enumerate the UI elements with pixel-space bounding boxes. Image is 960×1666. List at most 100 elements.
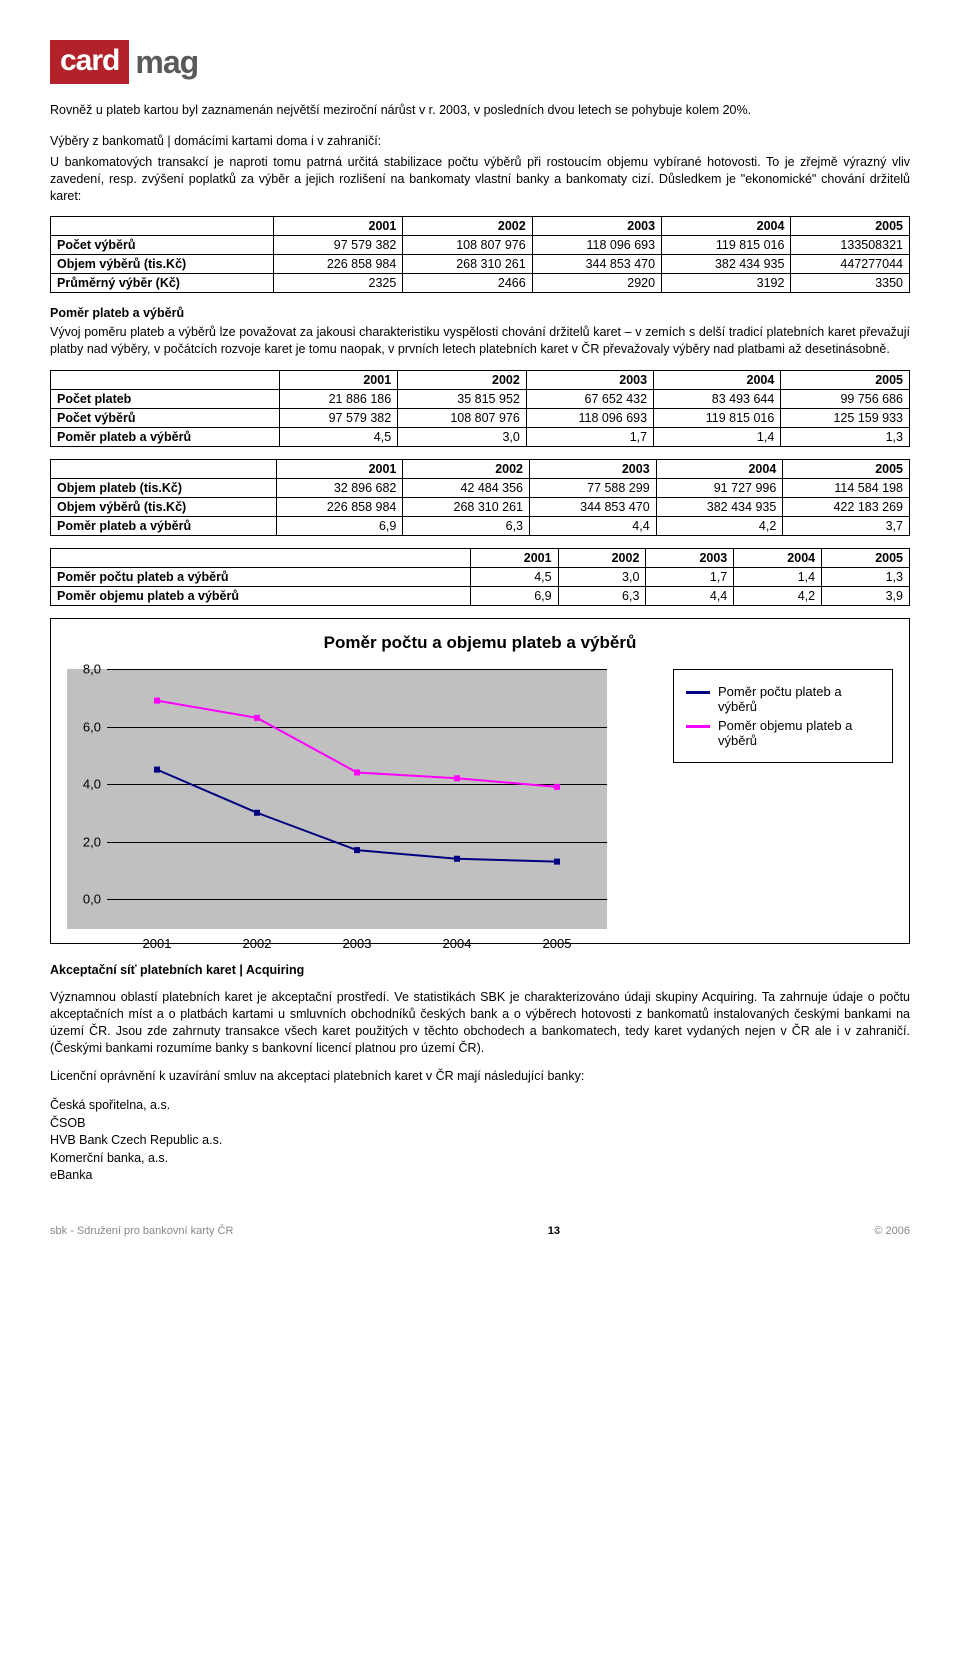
table-cell: 1,3 bbox=[822, 568, 910, 587]
legend-swatch bbox=[686, 691, 710, 694]
table-row-label: Objem výběrů (tis.Kč) bbox=[51, 498, 277, 517]
chart-y-tick: 8,0 bbox=[67, 662, 101, 677]
legend-label: Poměr počtu plateb a výběrů bbox=[718, 684, 880, 714]
bank-name: HVB Bank Czech Republic a.s. bbox=[50, 1133, 222, 1147]
table-withdrawals: 20012002200320042005Počet výběrů97 579 3… bbox=[50, 216, 910, 293]
footer-page-number: 13 bbox=[548, 1225, 560, 1237]
table-cell: 6,9 bbox=[276, 517, 403, 536]
table-header: 2002 bbox=[398, 371, 527, 390]
footer-right: © 2006 bbox=[874, 1225, 910, 1237]
table-cell: 21 886 186 bbox=[280, 390, 398, 409]
table-cell: 91 727 996 bbox=[656, 479, 783, 498]
table-cell: 447277044 bbox=[791, 255, 910, 274]
table-header: 2003 bbox=[532, 217, 661, 236]
table-cell: 226 858 984 bbox=[276, 498, 403, 517]
table-cell: 2920 bbox=[532, 274, 661, 293]
bank-name: eBanka bbox=[50, 1168, 92, 1182]
table-cell: 119 815 016 bbox=[654, 409, 781, 428]
table-cell: 4,4 bbox=[646, 587, 734, 606]
table-header: 2005 bbox=[822, 549, 910, 568]
section1-heading: Výběry z bankomatů | domácími kartami do… bbox=[50, 133, 910, 150]
table-cell: 97 579 382 bbox=[273, 236, 402, 255]
table-cell: 4,4 bbox=[530, 517, 657, 536]
table-cell: 97 579 382 bbox=[280, 409, 398, 428]
table-header: 2001 bbox=[280, 371, 398, 390]
chart-legend: Poměr počtu plateb a výběrů Poměr objemu … bbox=[673, 669, 893, 763]
table-header: 2004 bbox=[654, 371, 781, 390]
section3-paragraph-2: Licenční oprávnění k uzavírání smluv na … bbox=[50, 1068, 910, 1085]
table-cell: 1,7 bbox=[646, 568, 734, 587]
table-row-label: Počet výběrů bbox=[51, 409, 280, 428]
section1-paragraph: U bankomatových transakcí je naproti tom… bbox=[50, 154, 910, 205]
table-cell: 226 858 984 bbox=[273, 255, 402, 274]
table-cell: 118 096 693 bbox=[526, 409, 653, 428]
chart-x-tick: 2003 bbox=[343, 936, 372, 951]
legend-swatch bbox=[686, 725, 710, 728]
table-cell: 6,3 bbox=[558, 587, 646, 606]
table-header: 2001 bbox=[470, 549, 558, 568]
legend-label: Poměr objemu plateb a výběrů bbox=[718, 718, 880, 748]
table-row-label: Poměr plateb a výběrů bbox=[51, 428, 280, 447]
table-cell: 4,5 bbox=[470, 568, 558, 587]
chart-y-tick: 0,0 bbox=[67, 892, 101, 907]
table-header: 2004 bbox=[656, 460, 783, 479]
table-cell: 83 493 644 bbox=[654, 390, 781, 409]
table-cell: 1,7 bbox=[526, 428, 653, 447]
table-ratio-summary: 20012002200320042005Poměr počtu plateb a… bbox=[50, 548, 910, 606]
page-footer: sbk - Sdružení pro bankovní karty ČR 13 … bbox=[50, 1225, 910, 1237]
table-cell: 4,5 bbox=[280, 428, 398, 447]
table-cell: 382 434 935 bbox=[656, 498, 783, 517]
intro-paragraph: Rovněž u plateb kartou byl zaznamenán ne… bbox=[50, 102, 910, 119]
table-header: 2002 bbox=[558, 549, 646, 568]
chart-y-tick: 6,0 bbox=[67, 719, 101, 734]
ratio-chart: Poměr počtu a objemu plateb a výběrů 0,0… bbox=[50, 618, 910, 944]
logo-left: card bbox=[50, 40, 129, 84]
chart-y-tick: 4,0 bbox=[67, 777, 101, 792]
section2-paragraph: Vývoj poměru plateb a výběrů lze považov… bbox=[50, 324, 910, 358]
legend-item: Poměr objemu plateb a výběrů bbox=[686, 718, 880, 748]
table-cell: 1,4 bbox=[734, 568, 822, 587]
table-cell: 1,4 bbox=[654, 428, 781, 447]
table-cell: 3,0 bbox=[398, 428, 527, 447]
table-cell: 32 896 682 bbox=[276, 479, 403, 498]
chart-title: Poměr počtu a objemu plateb a výběrů bbox=[67, 633, 893, 653]
section2-heading: Poměr plateb a výběrů bbox=[50, 306, 184, 320]
table-cell: 42 484 356 bbox=[403, 479, 530, 498]
table-header: 2004 bbox=[662, 217, 791, 236]
table-cell: 3,0 bbox=[558, 568, 646, 587]
table-cell: 6,3 bbox=[403, 517, 530, 536]
table-cell: 35 815 952 bbox=[398, 390, 527, 409]
table-row-label: Poměr počtu plateb a výběrů bbox=[51, 568, 471, 587]
table-cell: 67 652 432 bbox=[526, 390, 653, 409]
table-row-label: Počet výběrů bbox=[51, 236, 274, 255]
table-cell: 108 807 976 bbox=[403, 236, 532, 255]
table-cell: 268 310 261 bbox=[403, 498, 530, 517]
bank-name: Česká spořitelna, a.s. bbox=[50, 1098, 170, 1112]
chart-x-tick: 2004 bbox=[443, 936, 472, 951]
table-row-label: Objem plateb (tis.Kč) bbox=[51, 479, 277, 498]
bank-name: Komerční banka, a.s. bbox=[50, 1151, 168, 1165]
table-cell: 2466 bbox=[403, 274, 532, 293]
table-row-label: Poměr objemu plateb a výběrů bbox=[51, 587, 471, 606]
table-cell: 125 159 933 bbox=[781, 409, 910, 428]
table-header: 2003 bbox=[526, 371, 653, 390]
table-row-label: Průměrný výběr (Kč) bbox=[51, 274, 274, 293]
table-header: 2003 bbox=[646, 549, 734, 568]
table-cell: 3,7 bbox=[783, 517, 910, 536]
table-cell: 119 815 016 bbox=[662, 236, 791, 255]
table-cell: 77 588 299 bbox=[530, 479, 657, 498]
section3-paragraph: Významnou oblastí platebních karet je ak… bbox=[50, 989, 910, 1057]
table-cell: 114 584 198 bbox=[783, 479, 910, 498]
table-header: 2002 bbox=[403, 217, 532, 236]
table-header: 2001 bbox=[276, 460, 403, 479]
table-cell: 1,3 bbox=[781, 428, 910, 447]
section3-heading: Akceptační síť platebních karet | Acquir… bbox=[50, 962, 910, 979]
table-cell: 4,2 bbox=[734, 587, 822, 606]
logo-right: mag bbox=[129, 44, 198, 81]
table-cell: 133508321 bbox=[791, 236, 910, 255]
chart-plot-area: 0,02,04,06,08,020012002200320042005 bbox=[67, 669, 607, 929]
table-cell: 422 183 269 bbox=[783, 498, 910, 517]
table-header: 2005 bbox=[791, 217, 910, 236]
table-header: 2002 bbox=[403, 460, 530, 479]
table-cell: 6,9 bbox=[470, 587, 558, 606]
